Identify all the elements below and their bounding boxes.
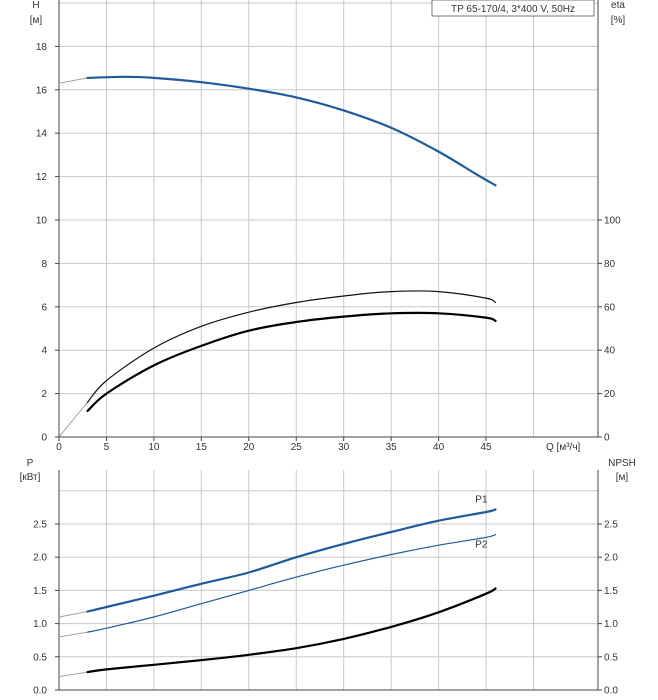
npsh-curve [86,587,497,674]
bottom-left-tick-label: 1.0 [33,619,47,630]
bottom-left-tick-label: 0.5 [33,652,47,663]
model-label-frame [431,0,595,17]
bottom-panel-grid [55,470,602,691]
top-left-tick-label: 18 [36,42,48,53]
bottom-left-tick-label: 2.0 [33,553,47,564]
bottom-right-tick-label: 1.5 [604,586,618,597]
x-tick-label: 40 [433,442,445,453]
top-left-tick-label: 16 [36,85,48,96]
top-panel-series [58,75,497,438]
bottom-right-tick-label: 0.5 [604,652,618,663]
bottom-left-tick-label: 2.5 [33,520,47,531]
x-tick-label: 0 [56,442,62,453]
bottom-right-axis-title: NPSH [608,458,636,469]
p1-curve [86,508,497,613]
top-right-tick-label: 40 [604,346,616,357]
top-left-tick-label: 2 [41,389,47,400]
x-tick-label: 20 [243,442,255,453]
x-axis-unit: Q [м³/ч] [546,442,581,453]
bottom-left-tick-label: 0.0 [33,686,47,697]
eta-total-curve [86,311,497,413]
bottom-left-axis-title: P [27,458,34,469]
h-curve [86,75,497,187]
top-right-tick-label: 0 [604,433,610,444]
p1-curve-extrapolated [58,611,88,618]
top-left-axis-unit: [м] [30,15,43,26]
bottom-left-axis-unit: [кВт] [20,472,41,483]
p2-label: P2 [475,540,488,551]
bottom-right-tick-label: 2.5 [604,520,618,531]
bottom-right-axis-unit: [м] [616,472,629,483]
x-tick-label: 5 [104,442,110,453]
bottom-right-tick-label: 2.0 [604,553,618,564]
bottom-panel-series [58,508,497,678]
bottom-left-tick-label: 1.5 [33,586,47,597]
top-left-tick-label: 8 [41,259,47,270]
eta-curve [86,290,497,403]
top-left-tick-label: 10 [36,216,48,227]
model-label: TP 65-170/4, 3*400 V, 50Hz [451,4,575,15]
top-left-tick-label: 4 [41,346,47,357]
axis-labels: 0 2 4 6 8 10 12 14 16 18 0 20 40 60 80 100 0 5 10 15 20 25 30 3… [20,0,636,697]
top-panel-grid [55,0,602,441]
top-right-axis-title: eta [611,0,625,11]
bottom-right-tick-label: 0.0 [604,686,618,697]
top-left-tick-label: 14 [36,129,48,140]
x-tick-label: 10 [148,442,160,453]
top-left-tick-label: 6 [41,302,47,313]
bottom-right-tick-label: 1.0 [604,619,618,630]
npsh-curve-extrapolated [58,671,88,678]
x-tick-label: 45 [480,442,492,453]
top-left-axis-title: H [32,0,39,11]
top-left-tick-label: 12 [36,172,48,183]
top-right-tick-label: 20 [604,389,616,400]
x-tick-label: 30 [338,442,350,453]
eta-curve-extrapolated [58,402,88,438]
p1-label: P1 [475,494,488,505]
p2-curve [86,534,497,633]
top-right-axis-unit: [%] [611,15,626,26]
top-right-tick-label: 60 [604,302,616,313]
x-tick-label: 15 [196,442,208,453]
p2-curve-extrapolated [58,631,88,638]
top-left-tick-label: 0 [41,433,47,444]
top-right-tick-label: 100 [604,216,621,227]
top-right-tick-label: 80 [604,259,616,270]
x-tick-label: 35 [386,442,398,453]
h-curve-extrapolated [58,77,88,84]
model-label-box: TP 65-170/4, 3*400 V, 50Hz [431,0,595,17]
x-tick-label: 25 [291,442,303,453]
